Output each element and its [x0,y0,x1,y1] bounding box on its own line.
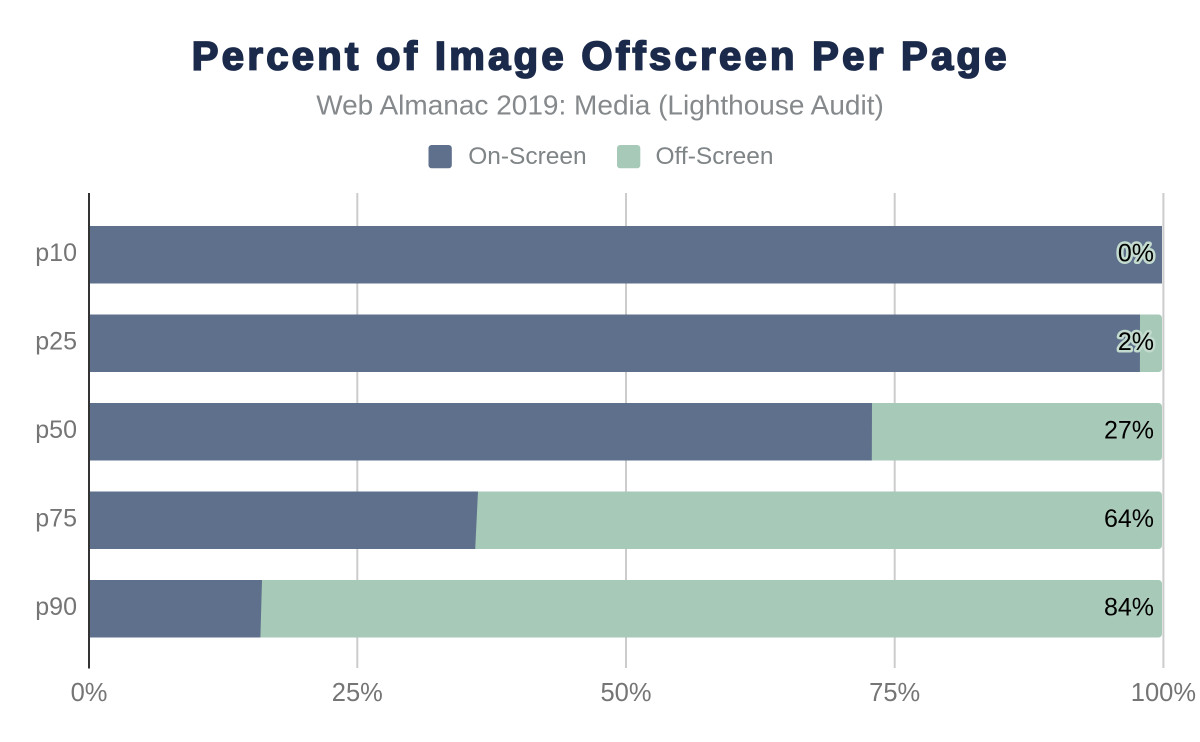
svg-text:50%: 50% [600,679,651,707]
svg-text:64%: 64% [1104,505,1154,533]
svg-text:p75: p75 [35,505,77,533]
svg-text:27%: 27% [1104,417,1154,445]
svg-text:84%: 84% [1104,594,1154,622]
svg-text:Off-Screen: Off-Screen [656,143,774,170]
svg-text:Web Almanac 2019: Media (Light: Web Almanac 2019: Media (Lighthouse Audi… [316,90,884,121]
svg-text:75%: 75% [869,679,920,707]
svg-text:p90: p90 [35,593,77,621]
svg-text:On-Screen: On-Screen [468,143,586,170]
svg-text:100%: 100% [1131,679,1196,707]
svg-text:2%: 2% [1118,328,1154,356]
svg-text:p50: p50 [35,416,77,444]
svg-text:p10: p10 [35,239,77,267]
svg-text:p25: p25 [35,328,77,356]
svg-text:Percent of Image Offscreen Per: Percent of Image Offscreen Per Page [192,35,1010,79]
svg-text:25%: 25% [332,679,383,707]
svg-text:0%: 0% [71,679,108,707]
svg-text:0%: 0% [1118,240,1154,268]
